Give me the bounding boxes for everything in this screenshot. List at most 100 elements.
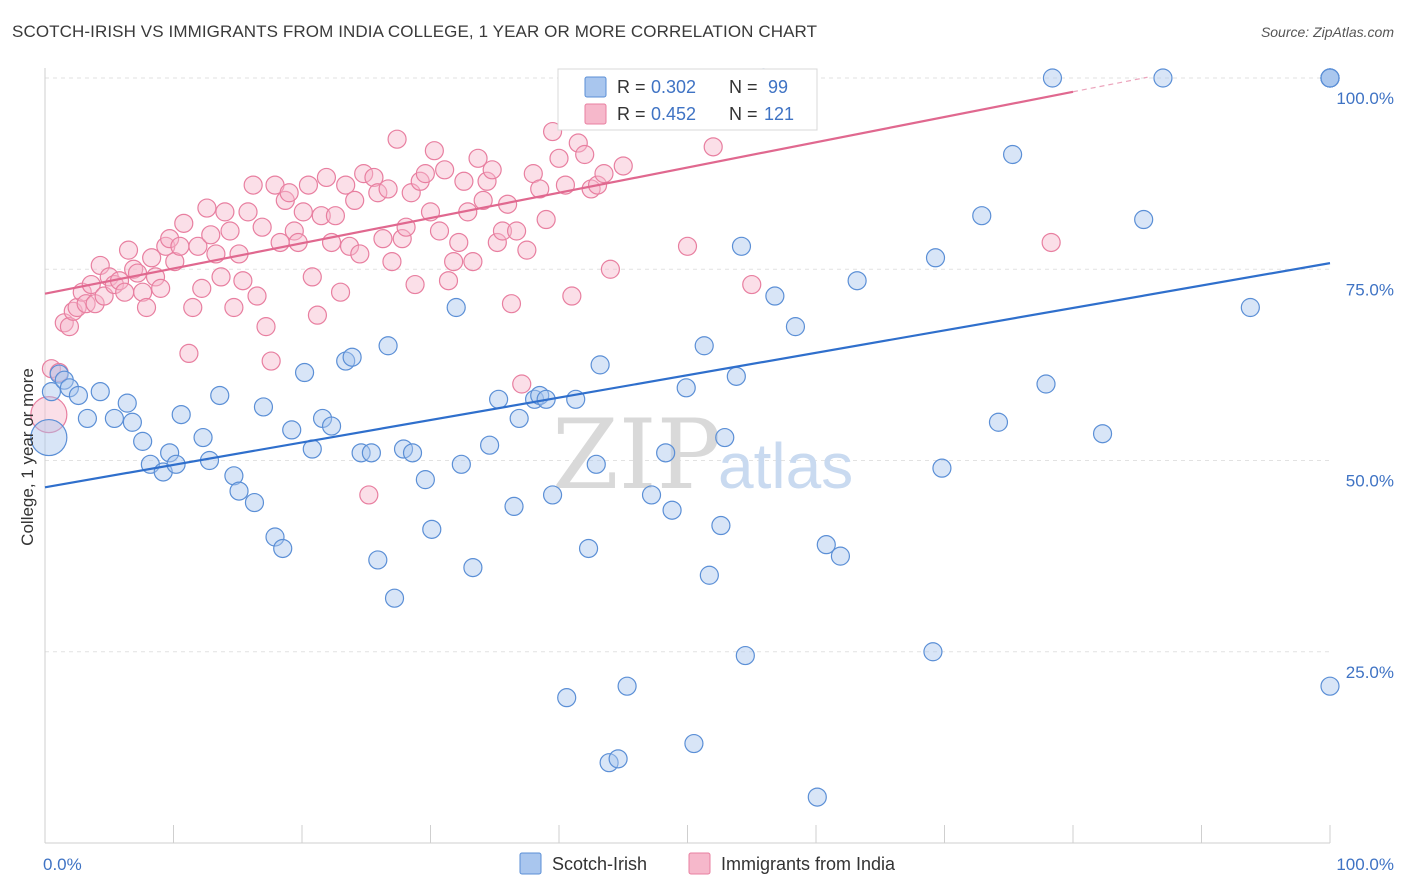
- immigrants-india-point: [233, 271, 253, 291]
- immigrants-india-point: [339, 236, 360, 256]
- y-axis-title: College, 1 year or more: [18, 368, 37, 546]
- scotch-irish-point: [265, 527, 285, 547]
- immigrants-india-point: [438, 271, 459, 291]
- immigrants-india-point: [252, 217, 272, 237]
- y-tick-label: 100.0%: [1336, 89, 1394, 108]
- scotch-irish-point: [726, 366, 746, 386]
- series-immigrants-from-india: [30, 121, 1061, 505]
- legend-r-label-2: R =: [617, 104, 646, 124]
- scotch-irish-point: [785, 317, 806, 337]
- legend-swatch-scotch-irish: [584, 76, 607, 98]
- scotch-irish-point: [210, 385, 230, 406]
- scotch-irish-point: [351, 443, 371, 463]
- scotch-irish-point: [816, 535, 836, 555]
- legend-swatch-immigrants-india: [584, 103, 607, 125]
- scotch-irish-point: [1153, 68, 1173, 88]
- immigrants-india-point: [424, 141, 444, 161]
- immigrants-india-point: [405, 274, 425, 295]
- bottom-legend-scotch-irish: Scotch-Irish: [552, 854, 647, 874]
- immigrants-india-point: [247, 286, 267, 306]
- immigrants-india-point: [613, 156, 633, 176]
- scotch-irish-point: [122, 412, 142, 432]
- immigrants-india-point: [238, 202, 258, 222]
- scotch-irish-point: [171, 405, 191, 425]
- legend-r-label-1: R =: [617, 77, 646, 97]
- immigrants-india-point: [392, 229, 412, 249]
- immigrants-india-point: [415, 164, 435, 184]
- scotch-irish-point: [608, 749, 628, 769]
- immigrants-india-point: [279, 183, 299, 203]
- immigrants-india-point: [454, 171, 474, 191]
- immigrants-india-point: [325, 206, 346, 226]
- immigrants-india-point: [368, 183, 388, 203]
- scotch-irish-point: [294, 362, 315, 383]
- scotch-irish-point: [1003, 144, 1023, 165]
- immigrants-india-point: [59, 317, 80, 337]
- legend-r-value-1: 0.302: [651, 77, 696, 97]
- immigrants-india-point: [575, 144, 595, 165]
- scotch-irish-point: [807, 787, 827, 807]
- scotch-irish-point: [711, 515, 731, 536]
- immigrants-india-point: [477, 171, 497, 191]
- immigrants-india-point: [487, 232, 507, 253]
- immigrants-india-point: [506, 221, 527, 241]
- scotch-irish-point: [446, 297, 466, 318]
- immigrants-india-point: [211, 267, 231, 287]
- trend-line-immigrants-india: [44, 90, 1074, 295]
- scotch-irish-point: [415, 470, 435, 490]
- scotch-irish-point: [361, 443, 381, 463]
- immigrants-india-point: [482, 160, 502, 180]
- bottom-legend-swatch-scotch-irish: [519, 852, 542, 875]
- immigrants-india-point: [284, 221, 304, 241]
- immigrants-india-point: [530, 179, 550, 199]
- immigrants-india-point: [174, 213, 194, 233]
- scotch-irish-point: [117, 393, 137, 413]
- scotch-irish-point: [193, 427, 213, 448]
- immigrants-india-point: [600, 259, 621, 279]
- scotch-irish-point: [342, 347, 362, 367]
- immigrants-india-point: [387, 129, 407, 149]
- immigrants-india-point: [594, 164, 614, 184]
- scotch-irish-point: [830, 546, 851, 566]
- scotch-irish-point: [49, 364, 69, 384]
- scotch-irish-point: [30, 418, 68, 457]
- scotch-irish-point: [77, 408, 98, 429]
- immigrants-india-point: [124, 259, 144, 279]
- scotch-irish-point: [694, 336, 714, 356]
- immigrants-india-point: [562, 286, 582, 306]
- immigrants-india-point: [336, 175, 356, 195]
- scotch-irish-point: [1092, 424, 1113, 444]
- scotch-irish-point: [590, 355, 610, 375]
- x-tick-label-max: 100.0%: [1336, 855, 1394, 874]
- immigrants-india-point: [160, 229, 180, 249]
- immigrants-india-point: [359, 485, 379, 505]
- scotch-irish-point: [489, 389, 509, 409]
- legend-n-label-2: N =: [729, 104, 758, 124]
- immigrants-india-point: [201, 225, 221, 245]
- immigrants-india-point: [463, 252, 483, 272]
- trend-lines: [44, 76, 1331, 489]
- scotch-irish-point: [586, 454, 606, 474]
- y-tick-label: 50.0%: [1346, 472, 1394, 491]
- scotch-irish-point: [731, 236, 752, 256]
- immigrants-india-point: [118, 240, 139, 260]
- bottom-legend-swatch-immigrants-india: [688, 852, 711, 875]
- y-tick-label: 75.0%: [1346, 280, 1394, 299]
- scotch-irish-point: [273, 538, 293, 559]
- scotch-irish-point: [972, 206, 992, 226]
- immigrants-india-point: [170, 236, 190, 256]
- scotch-irish-point: [1240, 297, 1260, 318]
- immigrants-india-point: [492, 221, 513, 241]
- scotch-irish-point: [253, 397, 274, 417]
- scotch-irish-point: [90, 382, 110, 402]
- scotch-irish-point: [557, 688, 577, 708]
- immigrants-india-point: [354, 164, 374, 184]
- scotch-irish-point: [847, 271, 867, 291]
- scotch-irish-point: [656, 443, 676, 463]
- immigrants-india-point: [364, 167, 384, 188]
- gridlines: [45, 77, 1330, 653]
- y-tick-label: 25.0%: [1346, 663, 1394, 682]
- scotch-irish-point: [715, 427, 735, 448]
- scotch-irish-point: [321, 416, 342, 436]
